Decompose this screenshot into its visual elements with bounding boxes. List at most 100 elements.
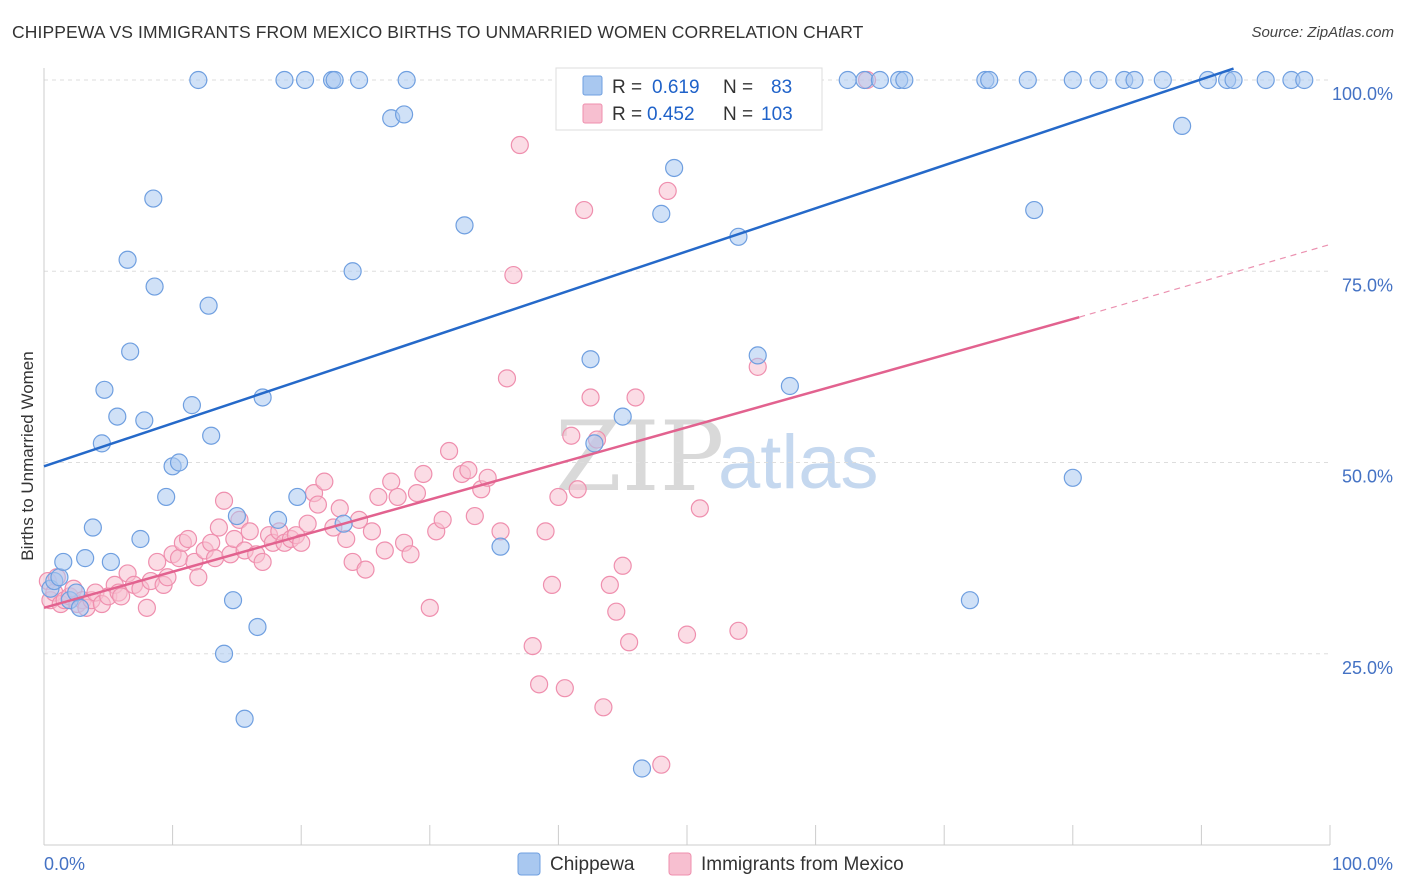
chippewa-point-45 [491, 537, 510, 556]
y-axis-label: Births to Unmarried Women [18, 351, 37, 560]
mexico-point-92 [581, 388, 600, 407]
mexico-point-86 [542, 575, 562, 595]
trend-line-mexico-extension [1079, 243, 1331, 318]
legend-n-value-chippewa: 83 [771, 77, 792, 98]
legend-swatch-mexico [582, 103, 603, 124]
chippewa-point-29 [235, 709, 254, 728]
chippewa-point-62 [870, 70, 890, 90]
legend-n-value-mexico: 103 [761, 104, 793, 125]
chippewa-point-34 [288, 487, 307, 507]
mexico-point-67 [401, 545, 420, 564]
mexico-point-90 [568, 480, 587, 499]
bottom-legend: Chippewa Immigrants from Mexico [517, 852, 904, 876]
mexico-point-33 [202, 533, 221, 552]
mexico-point-62 [369, 487, 388, 507]
series-immigrants-from-mexico [38, 70, 877, 774]
mexico-point-80 [497, 369, 517, 388]
series-chippewa [41, 70, 1314, 778]
mexico-point-101 [658, 181, 677, 201]
mexico-point-98 [620, 633, 639, 652]
chippewa-point-33 [275, 70, 294, 90]
bottom-legend-label-mexico: Immigrants from Mexico [701, 854, 904, 875]
mexico-point-56 [330, 499, 349, 518]
mexico-point-41 [240, 522, 259, 541]
mexico-point-104 [729, 621, 748, 640]
y-tick-label-25: 25.0% [1342, 658, 1393, 678]
mexico-point-83 [523, 636, 542, 656]
mexico-point-63 [375, 541, 394, 560]
chippewa-point-60 [838, 70, 857, 90]
mexico-point-29 [178, 529, 198, 549]
chippewa-point-79 [1224, 70, 1243, 90]
legend-r-label-chippewa: R = [612, 77, 642, 98]
chippewa-point-59 [780, 376, 799, 396]
mexico-point-17 [112, 587, 131, 606]
mexico-point-70 [420, 598, 439, 617]
mexico-point-65 [388, 487, 407, 507]
mexico-point-23 [148, 552, 167, 572]
mexico-point-81 [504, 265, 523, 285]
mexico-point-100 [652, 755, 671, 774]
legend-swatch-chippewa [582, 75, 603, 96]
trend-lines [43, 67, 1331, 610]
chippewa-point-31 [253, 388, 272, 407]
gridlines [44, 79, 1330, 655]
mexico-point-75 [459, 461, 478, 480]
mexico-point-50 [292, 533, 311, 552]
mexico-point-68 [407, 484, 427, 503]
chippewa-point-68 [1018, 70, 1037, 90]
legend-box: R = 0.619 N = 83 R = 0.452 N = 103 [555, 67, 823, 131]
mexico-point-57 [337, 529, 356, 549]
y-tick-label-75: 75.0% [1342, 275, 1393, 295]
legend-r-label-mexico: R = [612, 104, 642, 125]
chippewa-point-26 [214, 644, 234, 663]
mexico-point-72 [433, 510, 452, 529]
chippewa-point-21 [169, 453, 189, 472]
mexico-point-21 [137, 598, 156, 617]
chippewa-point-11 [101, 552, 120, 572]
chippewa-point-17 [144, 189, 163, 208]
legend-r-value-chippewa: 0.619 [652, 77, 700, 98]
x-ticks [43, 825, 1331, 845]
mexico-point-64 [382, 472, 401, 491]
x-tick-label-max: 100.0% [1332, 854, 1393, 874]
chippewa-point-25 [202, 426, 221, 445]
bottom-legend-label-chippewa: Chippewa [550, 854, 635, 875]
chippewa-point-30 [248, 617, 267, 637]
mexico-point-38 [225, 529, 244, 549]
mexico-point-85 [536, 522, 555, 541]
mexico-point-87 [549, 487, 568, 507]
mexico-point-79 [491, 522, 510, 541]
chippewa-point-23 [189, 70, 208, 90]
mexico-point-73 [439, 441, 459, 461]
chippewa-point-32 [268, 510, 288, 529]
chippewa-point-72 [1089, 70, 1108, 90]
bottom-legend-swatch-mexico [668, 852, 692, 876]
chart-title: CHIPPEWA VS IMMIGRANTS FROM MEXICO BIRTH… [12, 22, 864, 42]
chippewa-point-75 [1153, 70, 1172, 90]
chippewa-point-28 [227, 506, 246, 526]
chippewa-point-65 [960, 591, 980, 610]
chippewa-point-10 [95, 380, 114, 399]
chippewa-point-24 [199, 296, 218, 315]
mexico-point-97 [613, 556, 632, 575]
chippewa-point-71 [1063, 70, 1082, 90]
y-tick-labels: 25.0% 50.0% 75.0% 100.0% [1332, 84, 1393, 678]
chippewa-point-37 [325, 70, 344, 90]
mexico-point-43 [253, 552, 272, 572]
mexico-point-76 [465, 506, 484, 526]
y-tick-label-50: 50.0% [1342, 467, 1393, 487]
trend-line-mexico [43, 315, 1080, 610]
source-label: Source: ZipAtlas.com [1251, 24, 1394, 41]
chippewa-point-52 [652, 204, 671, 223]
chippewa-point-35 [295, 70, 315, 90]
mexico-point-91 [575, 200, 594, 220]
chippewa-point-14 [121, 342, 140, 361]
chippewa-point-67 [980, 70, 999, 90]
mexico-point-53 [308, 495, 328, 514]
mexico-point-84 [530, 675, 549, 694]
chippewa-point-8 [83, 518, 102, 537]
chippewa-point-57 [748, 346, 767, 365]
chippewa-point-48 [581, 350, 600, 369]
